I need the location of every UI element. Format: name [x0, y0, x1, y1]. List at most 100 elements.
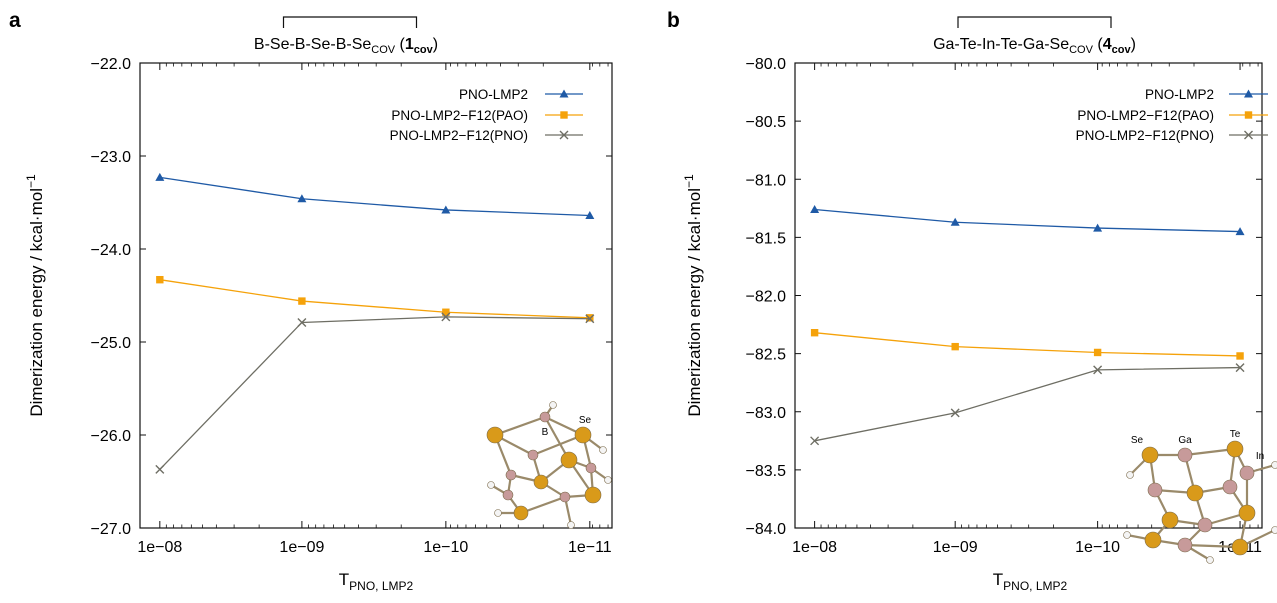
title-bracket: [957, 16, 1112, 28]
y-tick-label: −22.0: [91, 56, 132, 73]
data-point: [1093, 348, 1102, 357]
bond: [532, 433, 584, 457]
atom: [549, 401, 557, 409]
legend-label: PNO-LMP2−F12(PNO): [1076, 128, 1214, 143]
atom: [1239, 465, 1255, 481]
data-point: [950, 408, 960, 418]
plot-frame: [139, 62, 613, 529]
panel-label: a: [9, 9, 21, 32]
y-tick-label: −84.0: [746, 521, 787, 538]
atom: [585, 462, 597, 474]
atom-label: In: [1256, 451, 1264, 462]
chart-title: B-Se-B-Se-B-SeCOV (1cov): [254, 36, 438, 56]
atom: [1238, 504, 1256, 522]
data-point: [441, 205, 451, 214]
x-tick-label: 1e−09: [279, 539, 324, 556]
bond: [1184, 543, 1241, 549]
atom: [1123, 531, 1131, 539]
legend-marker: [1244, 111, 1253, 119]
title-main: B-Se-B-Se-B-Se: [254, 36, 371, 53]
title-paren-close: ): [433, 36, 438, 53]
atom: [505, 469, 517, 481]
atom: [604, 476, 612, 484]
atom: [1141, 446, 1159, 464]
legend-label: PNO-LMP2: [459, 87, 528, 102]
atom: [533, 474, 549, 490]
atom: [1197, 517, 1213, 533]
series-pno: [155, 312, 595, 474]
y-tick-label: −23.0: [91, 149, 132, 166]
data-point: [1236, 352, 1244, 360]
panel-a: a B-Se-B-Se-B-SeCOV (1cov) −22.0 −23.0 −24.0…: [9, 9, 613, 593]
atom-label: B: [542, 427, 549, 438]
title-tag-num: 1: [405, 36, 414, 53]
atom: [1206, 556, 1214, 564]
x-axis-label-sub: PNO, LMP2: [1003, 579, 1067, 593]
legend-label: PNO-LMP2−F12(PAO): [391, 108, 528, 123]
y-tick-label: −24.0: [91, 242, 132, 259]
series-line: [814, 332, 1241, 357]
series-pao: [810, 329, 1244, 360]
atom: [1222, 479, 1238, 495]
atom-label: Se: [579, 415, 592, 426]
atom-label: Ga: [1178, 435, 1192, 446]
data-point: [810, 204, 820, 213]
legend-marker: [560, 111, 568, 119]
data-point: [585, 314, 595, 324]
y-tick-label: −27.0: [91, 521, 132, 538]
atom-label: Se: [1131, 435, 1144, 446]
data-point: [810, 436, 820, 446]
title-tag-num: 4: [1103, 36, 1112, 53]
y-tick-label: −25.0: [91, 335, 132, 352]
title-paren-open: (: [1093, 36, 1103, 53]
atom: [1177, 447, 1193, 463]
y-axis-label-main: Dimerization energy / kcal·mol: [685, 188, 704, 417]
x-tick-label: 1e−08: [792, 539, 837, 556]
atom: [584, 486, 602, 504]
atom: [1161, 511, 1179, 529]
atom: [560, 451, 578, 469]
title-tag-sub: cov: [414, 44, 434, 56]
atom: [487, 481, 495, 489]
data-point: [442, 308, 450, 316]
data-point: [1093, 223, 1103, 232]
x-axis-label-sub: PNO, LMP2: [349, 579, 413, 593]
data-point: [155, 172, 165, 181]
data-point: [441, 312, 451, 322]
legend-marker: [559, 130, 569, 140]
bond: [1184, 447, 1236, 457]
atom-label: Te: [1230, 429, 1241, 440]
molecule-illustration: B Se: [486, 401, 612, 529]
y-tick-label: −80.5: [746, 114, 787, 131]
atom: [1126, 471, 1134, 479]
atom: [1186, 484, 1204, 502]
y-tick-label: −81.5: [746, 230, 787, 247]
title-sub: COV: [371, 44, 396, 56]
y-tick-label: −83.0: [746, 405, 787, 422]
data-point: [156, 275, 164, 284]
atom: [513, 505, 529, 521]
chart-title: Ga-Te-In-Te-Ga-SeCOV (4cov): [933, 36, 1136, 56]
x-axis-label-main: T: [993, 570, 1003, 589]
atom: [1144, 531, 1162, 549]
atom: [1271, 526, 1277, 534]
series-line: [159, 176, 590, 217]
series-pao: [156, 275, 594, 322]
x-axis-label: TPNO, LMP2: [993, 570, 1068, 593]
x-tick-label: 1e−10: [423, 539, 468, 556]
legend-marker: [1244, 130, 1253, 140]
data-point: [1093, 365, 1103, 375]
y-tick-label: −80.0: [746, 56, 787, 73]
data-point: [1235, 227, 1245, 236]
x-tick-label: 1e−09: [933, 539, 978, 556]
y-tick-label: −26.0: [91, 428, 132, 445]
atom: [1271, 461, 1277, 469]
atom: [486, 426, 504, 444]
bond: [520, 495, 566, 515]
legend-label: PNO-LMP2−F12(PAO): [1077, 108, 1214, 123]
title-main: Ga-Te-In-Te-Ga-Se: [933, 36, 1069, 53]
panel-b: b Ga-Te-In-Te-Ga-SeCOV (4cov) −80.0 −80.5 −8…: [667, 9, 1277, 593]
data-point: [1235, 363, 1245, 373]
series-line: [814, 366, 1241, 442]
panel-label: b: [667, 9, 680, 32]
